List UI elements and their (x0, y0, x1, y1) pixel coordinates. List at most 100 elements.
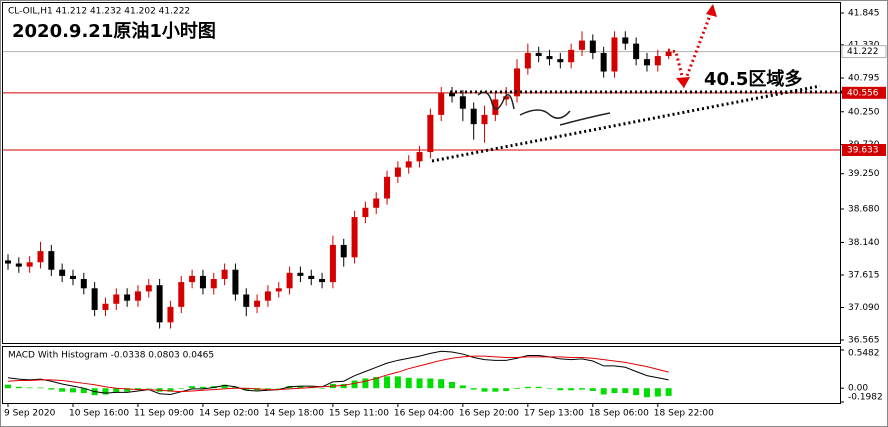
candle-body (91, 288, 98, 310)
histogram-bar (199, 386, 206, 389)
histogram-bar (264, 388, 271, 389)
histogram-bar (611, 388, 618, 394)
candle-body (438, 93, 445, 115)
histogram-bar (221, 384, 228, 389)
candle-body (449, 93, 456, 97)
candle-body (568, 49, 575, 63)
candle-body (470, 108, 477, 125)
y-tick-label: -0.1982 (848, 393, 883, 403)
candle-body (167, 306, 174, 323)
marks: 41.84541.33040.79540.25039.72039.25038.6… (3, 9, 887, 419)
candle-body (394, 167, 401, 177)
level-box (842, 86, 886, 99)
histogram-bar (665, 388, 672, 396)
histogram-bar (113, 388, 120, 393)
candle-body (15, 263, 22, 267)
y-tick-label: 0.5482 (848, 349, 880, 359)
candle-body (210, 278, 217, 289)
price-label: 41.222 (847, 47, 879, 57)
candle-body (264, 291, 271, 301)
x-tick-label: 9 Sep 2020 (4, 409, 56, 419)
histogram-bar (578, 388, 585, 390)
candle-body (145, 285, 152, 292)
y-tick-label: 0.00 (848, 384, 868, 394)
macd-title: MACD With Histogram -0.0338 0.0803 0.046… (8, 351, 214, 361)
histogram-bar (405, 377, 412, 389)
signature (477, 91, 611, 126)
candle-body (665, 51, 672, 57)
histogram-bar (275, 388, 282, 389)
candle-body (275, 288, 282, 292)
histogram-bar (427, 378, 434, 389)
histogram-bar (459, 385, 466, 389)
candle-body (243, 294, 250, 307)
x-tick-label: 10 Sep 16:00 (69, 409, 129, 419)
candle-body (199, 275, 206, 289)
histogram-bar (37, 387, 44, 389)
chart-title: 2020.9.21原油1小时图 (12, 20, 216, 42)
candle-body (373, 198, 380, 208)
histogram-bar (568, 388, 575, 391)
histogram-bar (535, 386, 542, 389)
candle-body (633, 43, 640, 60)
candle-body (308, 275, 315, 279)
candle-body (643, 59, 650, 66)
candle-body (37, 251, 44, 263)
histogram-bar (416, 378, 423, 389)
x-tick-label: 17 Sep 13:00 (524, 409, 584, 419)
price-box (841, 45, 887, 59)
trend-dotted (431, 84, 821, 163)
level-box (842, 143, 886, 156)
arrow-head (676, 77, 690, 88)
candle-body (535, 52, 542, 57)
level-label: 39.633 (847, 145, 879, 155)
x-tick-label: 11 Sep 09:00 (134, 409, 194, 419)
histogram-bar (59, 388, 66, 392)
histogram-bar (5, 384, 11, 389)
forecast-arrow (667, 9, 714, 90)
histogram-bar (589, 388, 596, 391)
candle-body (26, 262, 33, 267)
x-tick-label: 15 Sep 11:00 (329, 409, 389, 419)
candle-body (286, 272, 293, 289)
candle-body (134, 291, 141, 301)
x-tick-label: 18 Sep 06:00 (589, 409, 649, 419)
macd-line (7, 350, 669, 395)
main-panel (2, 2, 841, 344)
candle-body (102, 303, 109, 310)
macd-line (7, 355, 669, 393)
y-tick-label: 37.615 (848, 270, 880, 280)
candle-body (524, 52, 531, 69)
y-tick-label: 40.795 (848, 74, 880, 84)
histogram-bar (15, 386, 22, 389)
candle-body (492, 99, 499, 115)
candle-body (589, 40, 596, 53)
candle-body (329, 244, 336, 283)
histogram-bar (394, 376, 401, 389)
candle-body (362, 207, 369, 218)
candle-body (459, 96, 466, 109)
candle-body (427, 114, 434, 153)
y-tick-label: 36.565 (848, 336, 880, 346)
candle-body (48, 251, 55, 270)
histogram-bar (362, 378, 369, 389)
candle-body (578, 40, 585, 50)
y-tick-label: 37.090 (848, 303, 880, 313)
candle-body (384, 176, 391, 199)
candle-body (221, 269, 228, 279)
histogram-bar (546, 388, 553, 389)
y-tick-label: 38.140 (848, 238, 880, 248)
histogram-bar (622, 388, 629, 394)
candle-body (416, 152, 423, 162)
candle-body (514, 68, 521, 97)
histogram-bar (232, 386, 239, 389)
candle-body (351, 217, 358, 258)
histogram-bar (48, 388, 55, 390)
candle-body (481, 114, 488, 125)
candle-body (654, 56, 661, 66)
histogram-bar (134, 388, 141, 390)
histogram-bar (178, 388, 185, 389)
candle-body (254, 300, 261, 307)
x-tick-label: 18 Sep 22:00 (654, 409, 714, 419)
y-tick-label: 39.250 (848, 169, 880, 179)
